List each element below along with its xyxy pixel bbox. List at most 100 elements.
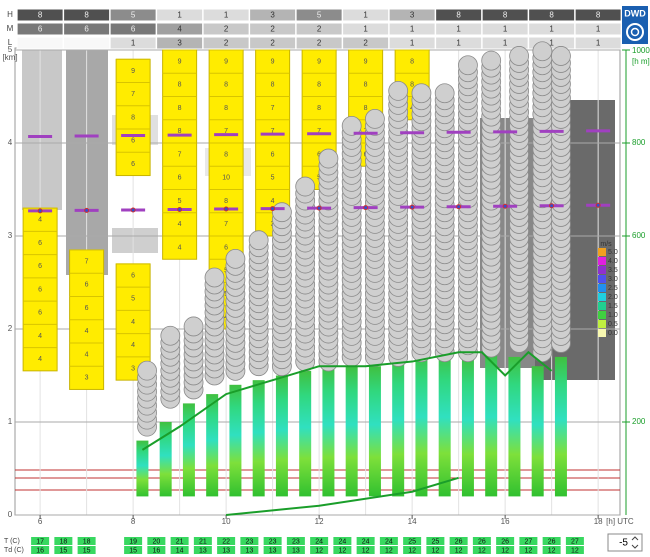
- cover-value: 1: [363, 11, 368, 20]
- cover-cell: [295, 36, 343, 50]
- table-cell: [472, 537, 491, 545]
- table-cell: [449, 537, 468, 545]
- humidity-column: [182, 403, 195, 497]
- cover-cell: [574, 8, 622, 22]
- cover-cell: [388, 22, 436, 36]
- legend-swatch: [598, 266, 606, 274]
- legend-swatch: [598, 257, 606, 265]
- table-cell: [77, 537, 96, 545]
- cumulus-tower: [295, 176, 316, 372]
- humidity-column: [461, 356, 474, 497]
- logo: DWD: [622, 6, 648, 44]
- cloud-cell-label: 5: [271, 175, 275, 182]
- table-value: 12: [408, 547, 416, 554]
- spin-control[interactable]: -5: [607, 533, 643, 552]
- table-value: 12: [338, 547, 346, 554]
- table-cell: [403, 546, 422, 554]
- cover-cell: [249, 8, 297, 22]
- level-dot: [130, 207, 136, 213]
- table-cell: [542, 546, 561, 554]
- table-value: 18: [83, 538, 91, 545]
- cover-value: 1: [177, 11, 182, 20]
- table-cell: [263, 537, 282, 545]
- table-value: 22: [222, 538, 230, 545]
- cloud-cell-label: 6: [131, 161, 135, 168]
- cumulus-tower: [318, 148, 339, 372]
- cloud-cell-label: 3: [131, 365, 135, 372]
- cloud-column: [162, 49, 198, 260]
- cloud-cell-label: 4: [38, 217, 42, 224]
- cover-cell: [249, 22, 297, 36]
- cloud-cell-label: 8: [178, 82, 182, 89]
- cloud-cell-label: 4: [178, 221, 182, 228]
- table-value: 12: [385, 547, 393, 554]
- cumulus-tower: [365, 109, 385, 367]
- table-value: 12: [315, 547, 323, 554]
- table-value: 21: [176, 538, 184, 545]
- cumulus-tower: [458, 55, 478, 363]
- y-tick-label: 5: [8, 45, 13, 54]
- cover-value: 8: [38, 11, 43, 20]
- y2-tick-label: 200: [632, 417, 646, 426]
- legend-swatch: [598, 311, 606, 319]
- table-value: 12: [362, 547, 370, 554]
- y-axis-label: [km]: [2, 53, 17, 62]
- table-value: 14: [176, 547, 184, 554]
- humidity-column: [438, 352, 451, 497]
- cover-cell: [109, 22, 157, 36]
- cover-cell: [388, 8, 436, 22]
- cover-value: 8: [549, 11, 554, 20]
- cover-value: 8: [596, 11, 601, 20]
- cover-value: 1: [503, 39, 508, 48]
- cover-value: 8: [456, 11, 461, 20]
- cumulus-tower: [434, 83, 455, 363]
- level-dot: [37, 208, 43, 214]
- cover-cell: [202, 36, 250, 50]
- legend-label: 5.0: [608, 249, 618, 256]
- cloud-cell-label: 6: [271, 151, 275, 158]
- humidity-column: [206, 394, 219, 497]
- x-tick-label: 12: [315, 517, 324, 526]
- cloud-cell-label: 10: [222, 175, 230, 182]
- table-value: 25: [408, 538, 416, 545]
- legend-label: 3.5: [608, 267, 618, 274]
- x-tick-label: 14: [408, 517, 417, 526]
- table-value: 25: [431, 538, 439, 545]
- spin-value[interactable]: -5: [619, 538, 628, 549]
- table-value: 23: [292, 538, 300, 545]
- table-value: 26: [455, 538, 463, 545]
- y2-tick-label: 800: [632, 138, 646, 147]
- tower-circle: [509, 46, 529, 66]
- cloud-cell-label: 8: [224, 82, 228, 89]
- cloud-column: [115, 58, 151, 177]
- cloud-cell-label: 4: [38, 333, 42, 340]
- tower-circle: [365, 109, 385, 129]
- cloud-cell-label: 8: [178, 105, 182, 112]
- cover-value: 2: [224, 25, 229, 34]
- table-cell: [356, 537, 375, 545]
- legend-label: 3.0: [608, 276, 618, 283]
- level-dot: [502, 203, 508, 209]
- cloud-cell-label: 6: [38, 240, 42, 247]
- cover-value: 3: [270, 11, 275, 20]
- cover-cell: [481, 8, 529, 22]
- cloud-column: [22, 207, 58, 372]
- legend-swatch: [598, 293, 606, 301]
- tower-circle: [388, 81, 409, 101]
- table-value: 12: [478, 547, 486, 554]
- legend-label: 4.0: [608, 258, 618, 265]
- cloud-cell-label: 8: [131, 114, 135, 121]
- cumulus-tower: [272, 202, 292, 377]
- tower-circle: [248, 230, 269, 251]
- cloud-cell-label: 8: [178, 128, 182, 135]
- tower-circle: [225, 248, 246, 269]
- table-value: 16: [36, 547, 44, 554]
- table-value: 26: [478, 538, 486, 545]
- cover-cell: [574, 22, 622, 36]
- legend-swatch: [598, 248, 606, 256]
- cover-cell: [109, 8, 157, 22]
- table-value: 23: [269, 538, 277, 545]
- cloud-cell-label: 9: [271, 58, 275, 65]
- humidity-column: [392, 356, 405, 497]
